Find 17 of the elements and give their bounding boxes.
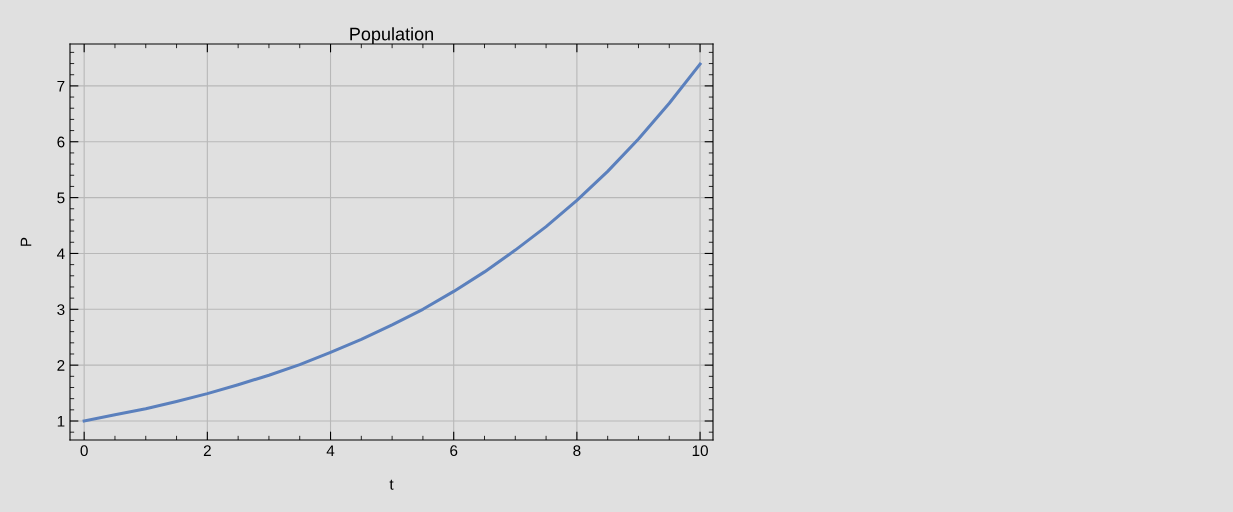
x-axis-title: t — [389, 479, 394, 490]
x-tick-label: 10 — [692, 445, 708, 457]
x-tick-label: 6 — [450, 445, 458, 457]
x-tick-label: 4 — [326, 445, 335, 456]
y-tick-label: 5 — [57, 192, 65, 204]
x-tick-label: 8 — [573, 445, 581, 457]
line-series — [82, 62, 702, 423]
y-tick-label: 1 — [57, 416, 65, 427]
y-tick-label: 6 — [57, 136, 65, 148]
y-tick-label: 4 — [56, 248, 65, 259]
y-tick-label: 3 — [57, 304, 65, 315]
x-tick-label: 2 — [203, 445, 211, 456]
chart-title: Population — [350, 27, 433, 44]
y-axis-title: P — [20, 237, 32, 246]
x-tick-label: 0 — [80, 445, 88, 457]
y-tick-label: 2 — [57, 360, 65, 371]
y-tick-label: 7 — [57, 80, 65, 92]
